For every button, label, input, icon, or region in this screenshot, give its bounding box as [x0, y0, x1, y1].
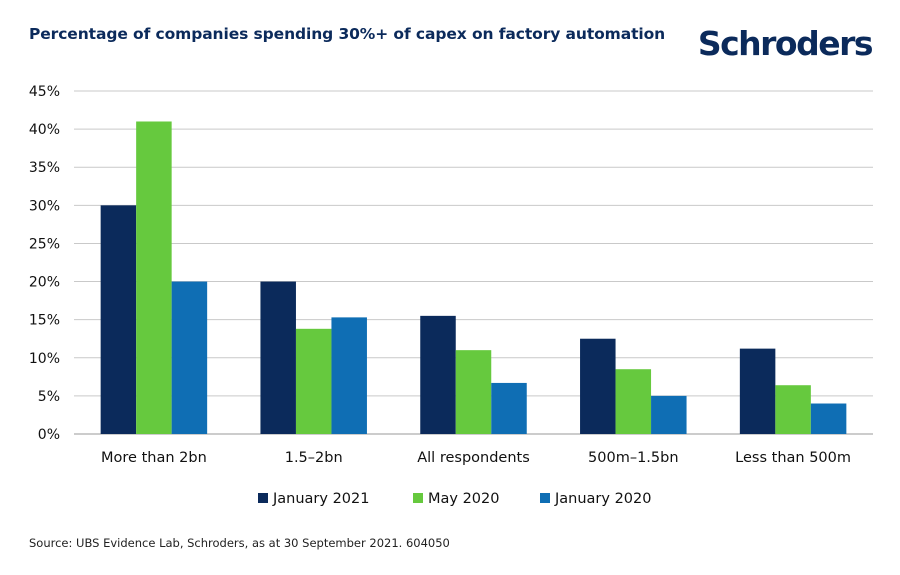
y-tick-label: 25% [29, 236, 60, 252]
y-tick-label: 40% [29, 122, 60, 138]
legend-label-january-2020: January 2020 [554, 491, 651, 507]
legend-swatch-january-2021 [258, 493, 268, 503]
bar-may-2020-500m-1-5bn [615, 369, 652, 434]
y-axis-ticks: 0% 5% 10% 15% 20% 25% 30% 35% 40% 45% [29, 84, 60, 443]
legend-label-january-2021: January 2021 [272, 491, 369, 507]
x-category-label: 1.5–2bn [285, 450, 343, 466]
bar-may-2020-less-than-500m [775, 385, 811, 434]
legend: January 2021 May 2020 January 2020 [258, 491, 651, 507]
legend-label-may-2020: May 2020 [428, 491, 500, 507]
x-category-label: Less than 500m [735, 450, 851, 466]
y-tick-label: 15% [29, 313, 60, 329]
y-tick-label: 0% [38, 427, 60, 443]
bar-january-2021-1-5-2bn [260, 281, 296, 434]
bars [100, 121, 847, 434]
x-axis-categories: More than 2bn 1.5–2bn All respondents 500m–… [101, 450, 851, 466]
y-tick-label: 30% [29, 198, 60, 214]
y-tick-label: 10% [29, 351, 60, 367]
legend-swatch-may-2020 [413, 493, 423, 503]
bar-january-2020-all-respondents [491, 382, 527, 434]
bar-may-2020-more-than-2bn [136, 121, 172, 434]
bar-may-2020-1-5-2bn [295, 328, 332, 434]
bar-january-2020-more-than-2bn [171, 281, 208, 434]
x-category-label: 500m–1.5bn [588, 450, 679, 466]
bar-january-2020-500m-1-5bn [651, 395, 687, 434]
y-tick-label: 20% [29, 275, 60, 291]
bar-january-2021-less-than-500m [739, 348, 776, 434]
brand-logo: Schroders [697, 24, 874, 63]
y-tick-label: 5% [38, 389, 60, 405]
source-note: Source: UBS Evidence Lab, Schroders, as … [29, 536, 450, 550]
x-category-label: More than 2bn [101, 450, 207, 466]
y-tick-label: 35% [29, 160, 60, 176]
bar-january-2020-1-5-2bn [331, 317, 367, 434]
y-tick-label: 45% [29, 84, 60, 100]
bar-may-2020-all-respondents [455, 350, 492, 434]
bar-january-2021-500m-1-5bn [580, 338, 616, 434]
chart-title: Percentage of companies spending 30%+ of… [29, 25, 666, 43]
x-category-label: All respondents [417, 450, 530, 466]
legend-swatch-january-2020 [540, 493, 550, 503]
bar-january-2021-more-than-2bn [100, 205, 137, 434]
bar-january-2021-all-respondents [420, 315, 456, 434]
bar-january-2020-less-than-500m [810, 403, 847, 434]
